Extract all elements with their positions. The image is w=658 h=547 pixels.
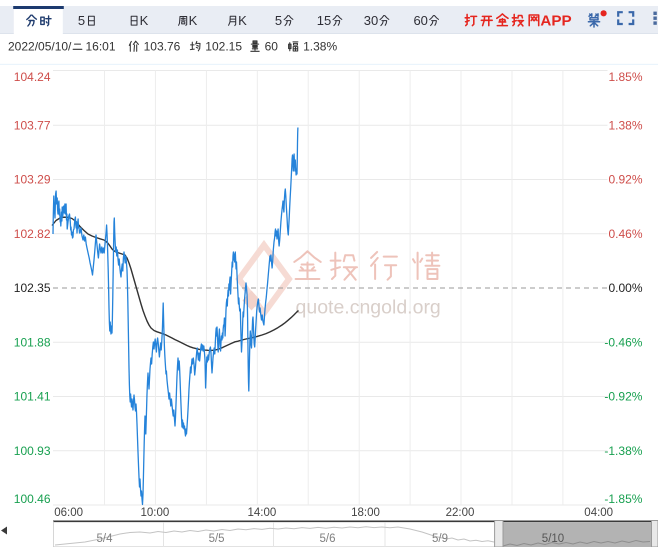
svg-text:-1.85%: -1.85% [604, 492, 642, 506]
svg-text:K: K [238, 13, 247, 28]
svg-text:1.38%: 1.38% [303, 40, 337, 54]
svg-text:0.00%: 0.00% [609, 281, 643, 295]
svg-text:103.29: 103.29 [14, 173, 51, 187]
svg-text:5/10: 5/10 [542, 533, 564, 545]
svg-text:5/6: 5/6 [320, 533, 336, 545]
svg-text:101.41: 101.41 [14, 390, 51, 404]
svg-text:1.85%: 1.85% [609, 70, 643, 84]
svg-text:18:00: 18:00 [351, 507, 380, 519]
svg-text:quote.cngold.org: quote.cngold.org [296, 297, 441, 319]
svg-text:5/5: 5/5 [209, 533, 225, 545]
svg-text:0.92%: 0.92% [609, 173, 643, 187]
svg-text:101.88: 101.88 [14, 336, 51, 350]
svg-text:100.93: 100.93 [14, 444, 51, 458]
svg-text:-0.92%: -0.92% [604, 390, 642, 404]
svg-text:16:01: 16:01 [86, 40, 116, 54]
svg-text:-1.38%: -1.38% [604, 444, 642, 458]
svg-text:5/9: 5/9 [432, 533, 448, 545]
svg-text:14:00: 14:00 [248, 507, 277, 519]
svg-text:5/4: 5/4 [97, 533, 114, 545]
svg-text:102.35: 102.35 [14, 281, 51, 295]
svg-text:5: 5 [275, 13, 282, 28]
svg-text:10:00: 10:00 [141, 507, 170, 519]
svg-text:K: K [189, 13, 198, 28]
svg-text:0.46%: 0.46% [609, 227, 643, 241]
svg-text:22:00: 22:00 [446, 507, 475, 519]
svg-text:2022/05/10/: 2022/05/10/ [8, 40, 72, 54]
svg-text:30: 30 [364, 13, 378, 28]
svg-text:103.77: 103.77 [14, 119, 51, 133]
svg-text:APP: APP [540, 12, 571, 29]
svg-text:5: 5 [78, 13, 85, 28]
svg-text:60: 60 [265, 40, 279, 54]
svg-text:04:00: 04:00 [584, 507, 613, 519]
svg-text:06:00: 06:00 [54, 507, 83, 519]
svg-text:1.38%: 1.38% [609, 119, 643, 133]
svg-text:102.15: 102.15 [205, 40, 242, 54]
svg-text:102.82: 102.82 [14, 227, 51, 241]
svg-text:15: 15 [317, 13, 331, 28]
svg-text:60: 60 [413, 13, 427, 28]
svg-text:K: K [140, 13, 149, 28]
svg-text:104.24: 104.24 [14, 70, 51, 84]
svg-text:-0.46%: -0.46% [604, 336, 642, 350]
svg-text:103.76: 103.76 [144, 40, 181, 54]
svg-text:100.46: 100.46 [14, 492, 51, 506]
